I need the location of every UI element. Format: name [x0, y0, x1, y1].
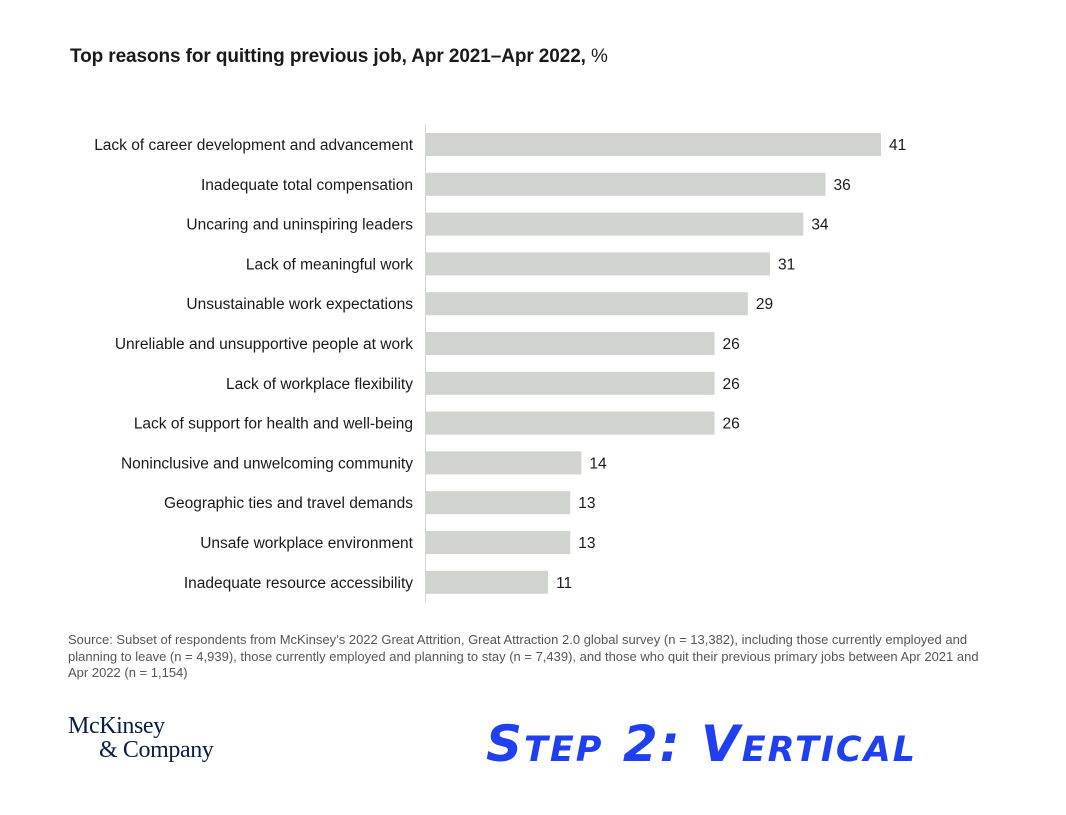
value-label: 29 — [756, 296, 773, 313]
category-label: Uncaring and uninspiring leaders — [186, 217, 413, 234]
bar — [426, 411, 715, 435]
value-label: 31 — [778, 256, 795, 273]
bar — [426, 491, 571, 515]
step-annotation: Step 2: Vertical — [486, 715, 918, 773]
bar — [426, 451, 582, 475]
value-label: 14 — [589, 455, 607, 472]
bar — [426, 332, 715, 355]
bar — [426, 212, 804, 236]
source-note: Source: Subset of respondents from McKin… — [68, 632, 979, 680]
category-label: Unreliable and unsupportive people at wo… — [115, 336, 413, 353]
bar — [426, 531, 571, 554]
value-label: 41 — [889, 137, 906, 154]
value-label: 11 — [556, 575, 572, 592]
value-label: 13 — [578, 535, 595, 552]
category-label: Unsustainable work expectations — [186, 296, 413, 313]
category-label: Inadequate resource accessibility — [184, 575, 413, 592]
category-label: Geographic ties and travel demands — [164, 495, 413, 512]
value-label: 26 — [723, 416, 740, 433]
category-label: Unsafe workplace environment — [200, 535, 413, 552]
value-label: 13 — [578, 495, 595, 512]
logo-line-2: & Company — [99, 737, 214, 763]
value-label: 26 — [723, 336, 740, 353]
value-label: 26 — [723, 376, 740, 393]
bar — [426, 292, 748, 316]
chart-title-unit: % — [591, 46, 608, 67]
chart-title: Top reasons for quitting previous job, A… — [70, 46, 608, 68]
chart-title-text: Top reasons for quitting previous job, A… — [70, 46, 592, 67]
category-labels: Lack of career development and advanceme… — [94, 137, 414, 592]
value-label: 34 — [811, 217, 829, 234]
mckinsey-logo: McKinsey & Company — [68, 713, 214, 763]
value-labels: 41 36 34 31 29 26 26 26 14 13 13 11 — [556, 137, 906, 592]
bar — [426, 371, 715, 395]
bars — [426, 133, 881, 594]
bar — [426, 252, 771, 276]
bar — [426, 172, 826, 196]
bar — [426, 133, 881, 156]
category-label: Noninclusive and unwelcoming community — [121, 455, 413, 472]
category-label: Lack of support for health and well-bein… — [134, 416, 413, 433]
category-label: Lack of workplace flexibility — [226, 376, 413, 393]
category-label: Lack of meaningful work — [246, 256, 413, 273]
category-label: Inadequate total compensation — [201, 177, 413, 194]
logo-line-1: McKinsey — [68, 713, 165, 739]
bar — [426, 570, 549, 594]
category-label: Lack of career development and advanceme… — [94, 137, 414, 154]
value-label: 36 — [834, 177, 851, 194]
